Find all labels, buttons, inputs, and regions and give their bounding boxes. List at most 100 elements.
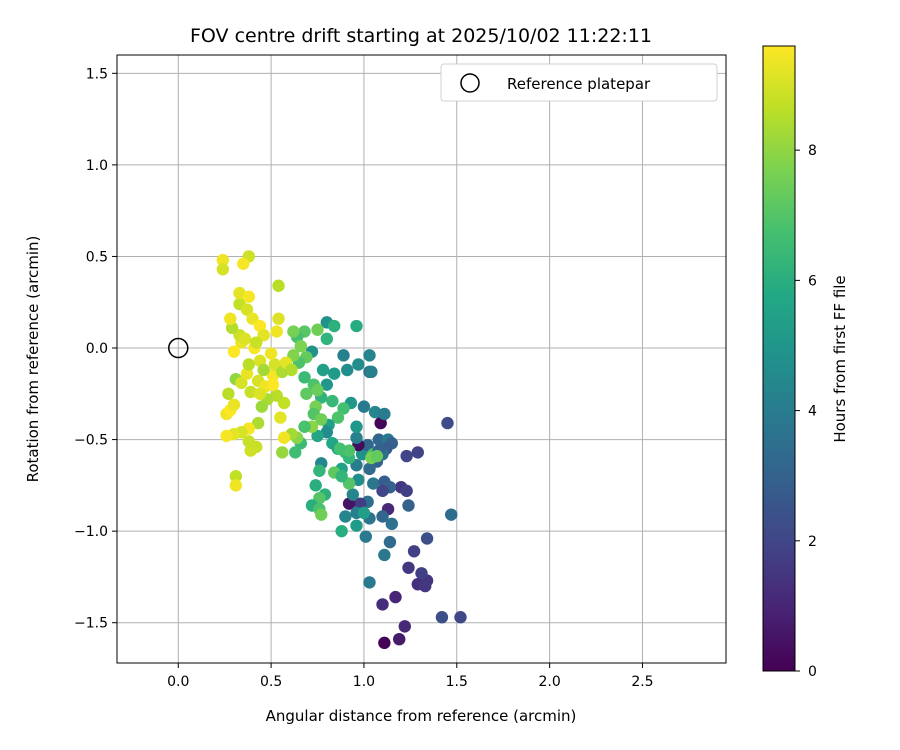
colorbar-tick-label: 4 [808,404,817,420]
scatter-point [378,407,391,421]
scatter-point [346,488,360,501]
scatter-point [402,561,415,574]
scatter-point [328,319,341,333]
scatter-point [257,363,270,377]
scatter-point [335,470,348,483]
scatter-point [370,449,384,463]
y-tick-label: 1.5 [86,66,108,82]
scatter-point [400,449,413,463]
colorbar-gradient [762,45,796,672]
scatter-point [224,312,237,325]
scatter-point [357,400,371,413]
scatter-point [298,371,311,384]
y-tick-label: 0.5 [86,249,108,265]
scatter-point [251,416,265,430]
scatter-point [415,567,428,580]
scatter-point [216,253,230,267]
scatter-point [238,332,252,346]
scatter-point [420,532,434,545]
scatter-point [411,446,424,459]
scatter-point [264,347,278,360]
scatter-point [235,376,248,390]
scatter-point [289,446,302,459]
scatter-point [237,257,250,270]
scatter-point [367,477,380,490]
scatter-point [277,431,291,444]
colorbar-label: Hours from first FF file [831,275,849,442]
y-axis-ticks: −1.5 −1.0 −0.5 0.0 0.5 1.0 1.5 [74,66,117,632]
scatter-point [337,402,350,415]
scatter-point [229,470,243,483]
legend-marker [460,73,480,93]
colorbar-tick-label: 0 [808,664,817,680]
scatter-point [320,378,334,391]
scatter-point [376,484,389,498]
y-tick-label: 1.0 [86,158,108,174]
legend-box [440,63,718,102]
scatter-point [376,598,389,611]
scatter-point [350,431,363,444]
scatter-point [372,433,385,446]
scatter-point [359,530,372,543]
y-tick-label: 0.0 [86,341,108,357]
scatter-point [320,426,334,439]
x-axis-label: Angular distance from reference (arcmin) [266,707,577,725]
legend: Reference platepar [440,63,718,102]
colorbar-ticks: 0 2 4 6 8 [795,143,817,680]
scatter-point [242,358,256,371]
scatter-point [311,323,324,336]
scatter-point [272,279,285,292]
plot-frame [116,54,727,664]
scatter-point [352,358,365,371]
scatter-point [352,473,365,487]
scatter-point [285,363,298,377]
scatter-point [342,444,356,457]
scatter-point [233,286,246,300]
scatter-point [300,387,313,400]
scatter-point [313,464,326,477]
scatter-point [220,429,233,443]
scatter-point [393,632,406,646]
scatter-point [270,389,283,402]
scatter-point [326,394,339,408]
scatter-point [311,383,324,397]
chart-title: FOV centre drift starting at 2025/10/02 … [190,25,652,47]
scatter-point [402,499,415,512]
scatter-point [240,303,254,316]
scatter-point [274,411,287,424]
scatter-point [250,336,263,349]
scatter-point [227,398,241,411]
scatter-point [333,442,347,455]
scatter-point [445,508,458,521]
scatter-point [385,517,398,531]
scatter-point [378,548,391,562]
scatter-point [298,420,311,433]
scatter-point [270,325,283,338]
scatter-point [407,545,421,558]
scatter-point [335,524,348,538]
reference-marker [168,337,189,359]
x-tick-label: 0.0 [167,674,189,690]
scatter-point [315,413,328,426]
y-axis-label: Rotation from reference (arcmin) [24,236,42,483]
scatter-point [272,312,285,325]
scatter-point [294,339,308,353]
scatter-point [378,636,391,650]
scatter-point [266,378,280,391]
scatter-point [454,611,467,624]
scatter-point [242,435,256,448]
data-points [216,250,467,650]
scatter-point [222,387,235,400]
scatter-point [383,535,397,549]
scatter-point [398,620,411,633]
x-tick-label: 1.0 [353,674,375,690]
legend-entry-reference: Reference platepar [507,75,651,93]
scatter-point [365,365,378,379]
scatter-point [316,363,330,377]
colorbar-tick-label: 6 [808,273,817,289]
reference-point [168,337,189,359]
x-tick-label: 1.5 [446,674,468,690]
scatter-point [435,611,449,624]
scatter-point [320,332,334,346]
